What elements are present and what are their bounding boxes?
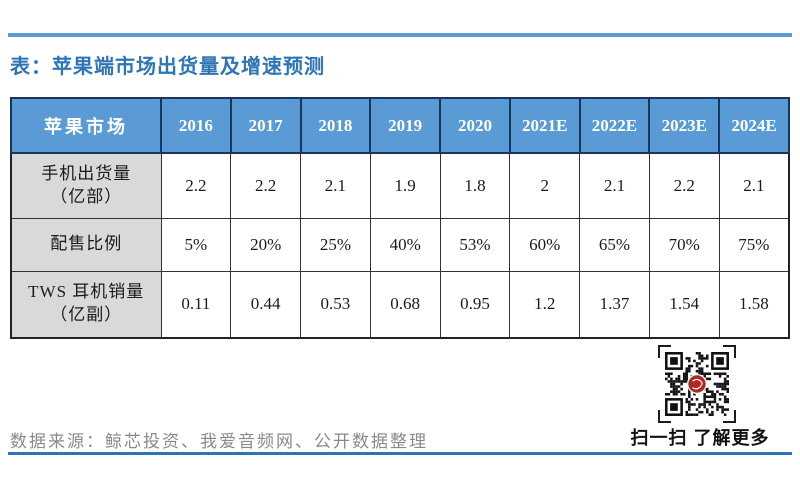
top-divider — [8, 33, 792, 37]
table-cell: 1.54 — [648, 270, 720, 339]
year-column-header: 2017 — [229, 97, 302, 154]
year-column-header: 2022E — [578, 97, 651, 154]
qr-bracket-top-left-icon — [658, 345, 671, 358]
table-cell: 1.2 — [509, 270, 581, 339]
table-cell: 20% — [230, 217, 302, 272]
table-cell: 65% — [579, 217, 650, 272]
table-cell: 0.53 — [300, 270, 371, 339]
table-cell: 70% — [648, 217, 720, 272]
forecast-table: 苹果市场 2016 2017 2018 2019 2020 2021E 2022E 2023E 2… — [10, 97, 790, 339]
row-label: 手机出货量 （亿部） — [10, 152, 162, 219]
table-row: 配售比例 5% 20% 25% 40% 53% 60% 65% 70% 75% — [10, 217, 790, 272]
table-cell: 0.11 — [160, 270, 232, 339]
page-title: 表：苹果端市场出货量及增速预测 — [10, 56, 325, 78]
table-row: 手机出货量 （亿部） 2.2 2.2 2.1 1.9 1.8 2 2.1 2.2 2.1 — [10, 152, 790, 219]
year-column-header: 2019 — [369, 97, 442, 154]
qr-bracket-bottom-left-icon — [658, 410, 671, 423]
table-cell: 40% — [369, 217, 441, 272]
table-cell: 75% — [718, 217, 790, 272]
table-cell: 0.44 — [230, 270, 302, 339]
table-cell: 2.2 — [230, 152, 302, 219]
table-cell: 0.68 — [369, 270, 441, 339]
table-cell: 25% — [300, 217, 371, 272]
table-cell: 0.95 — [439, 270, 511, 339]
table-cell: 5% — [160, 217, 232, 272]
year-column-header: 2024E — [718, 97, 790, 154]
year-column-header: 2018 — [299, 97, 372, 154]
qr-code-icon[interactable] — [665, 352, 729, 416]
table-cell: 1.58 — [718, 270, 790, 339]
table-cell: 2.1 — [579, 152, 650, 219]
table-cell: 2 — [509, 152, 581, 219]
bottom-divider — [8, 452, 792, 455]
qr-caption: 扫一扫 了解更多 — [630, 428, 770, 448]
table-cell: 60% — [509, 217, 581, 272]
year-column-header: 2016 — [160, 97, 232, 154]
table-cell: 2.2 — [648, 152, 720, 219]
table-cell: 53% — [439, 217, 511, 272]
row-label: 配售比例 — [10, 217, 162, 272]
table-corner-header: 苹果市场 — [10, 97, 162, 154]
qr-frame — [658, 345, 736, 423]
table-row: TWS 耳机销量 （亿副） 0.11 0.44 0.53 0.68 0.95 1.2 1.37 1… — [10, 270, 790, 339]
year-column-header: 2023E — [648, 97, 721, 154]
table-cell: 2.2 — [160, 152, 232, 219]
table-cell: 1.9 — [369, 152, 441, 219]
table-cell: 2.1 — [300, 152, 371, 219]
row-label: TWS 耳机销量 （亿副） — [10, 270, 162, 339]
table-cell: 1.8 — [439, 152, 511, 219]
year-column-header: 2020 — [439, 97, 511, 154]
qr-bracket-bottom-right-icon — [723, 410, 736, 423]
table-cell: 2.1 — [718, 152, 790, 219]
data-source-text: 数据来源：鲸芯投资、我爱音频网、公开数据整理 — [10, 432, 428, 451]
table-header: 苹果市场 2016 2017 2018 2019 2020 2021E 2022E 2023E 2… — [10, 97, 790, 154]
year-column-header: 2021E — [508, 97, 581, 154]
table-cell: 1.37 — [579, 270, 650, 339]
qr-bracket-top-right-icon — [723, 345, 736, 358]
